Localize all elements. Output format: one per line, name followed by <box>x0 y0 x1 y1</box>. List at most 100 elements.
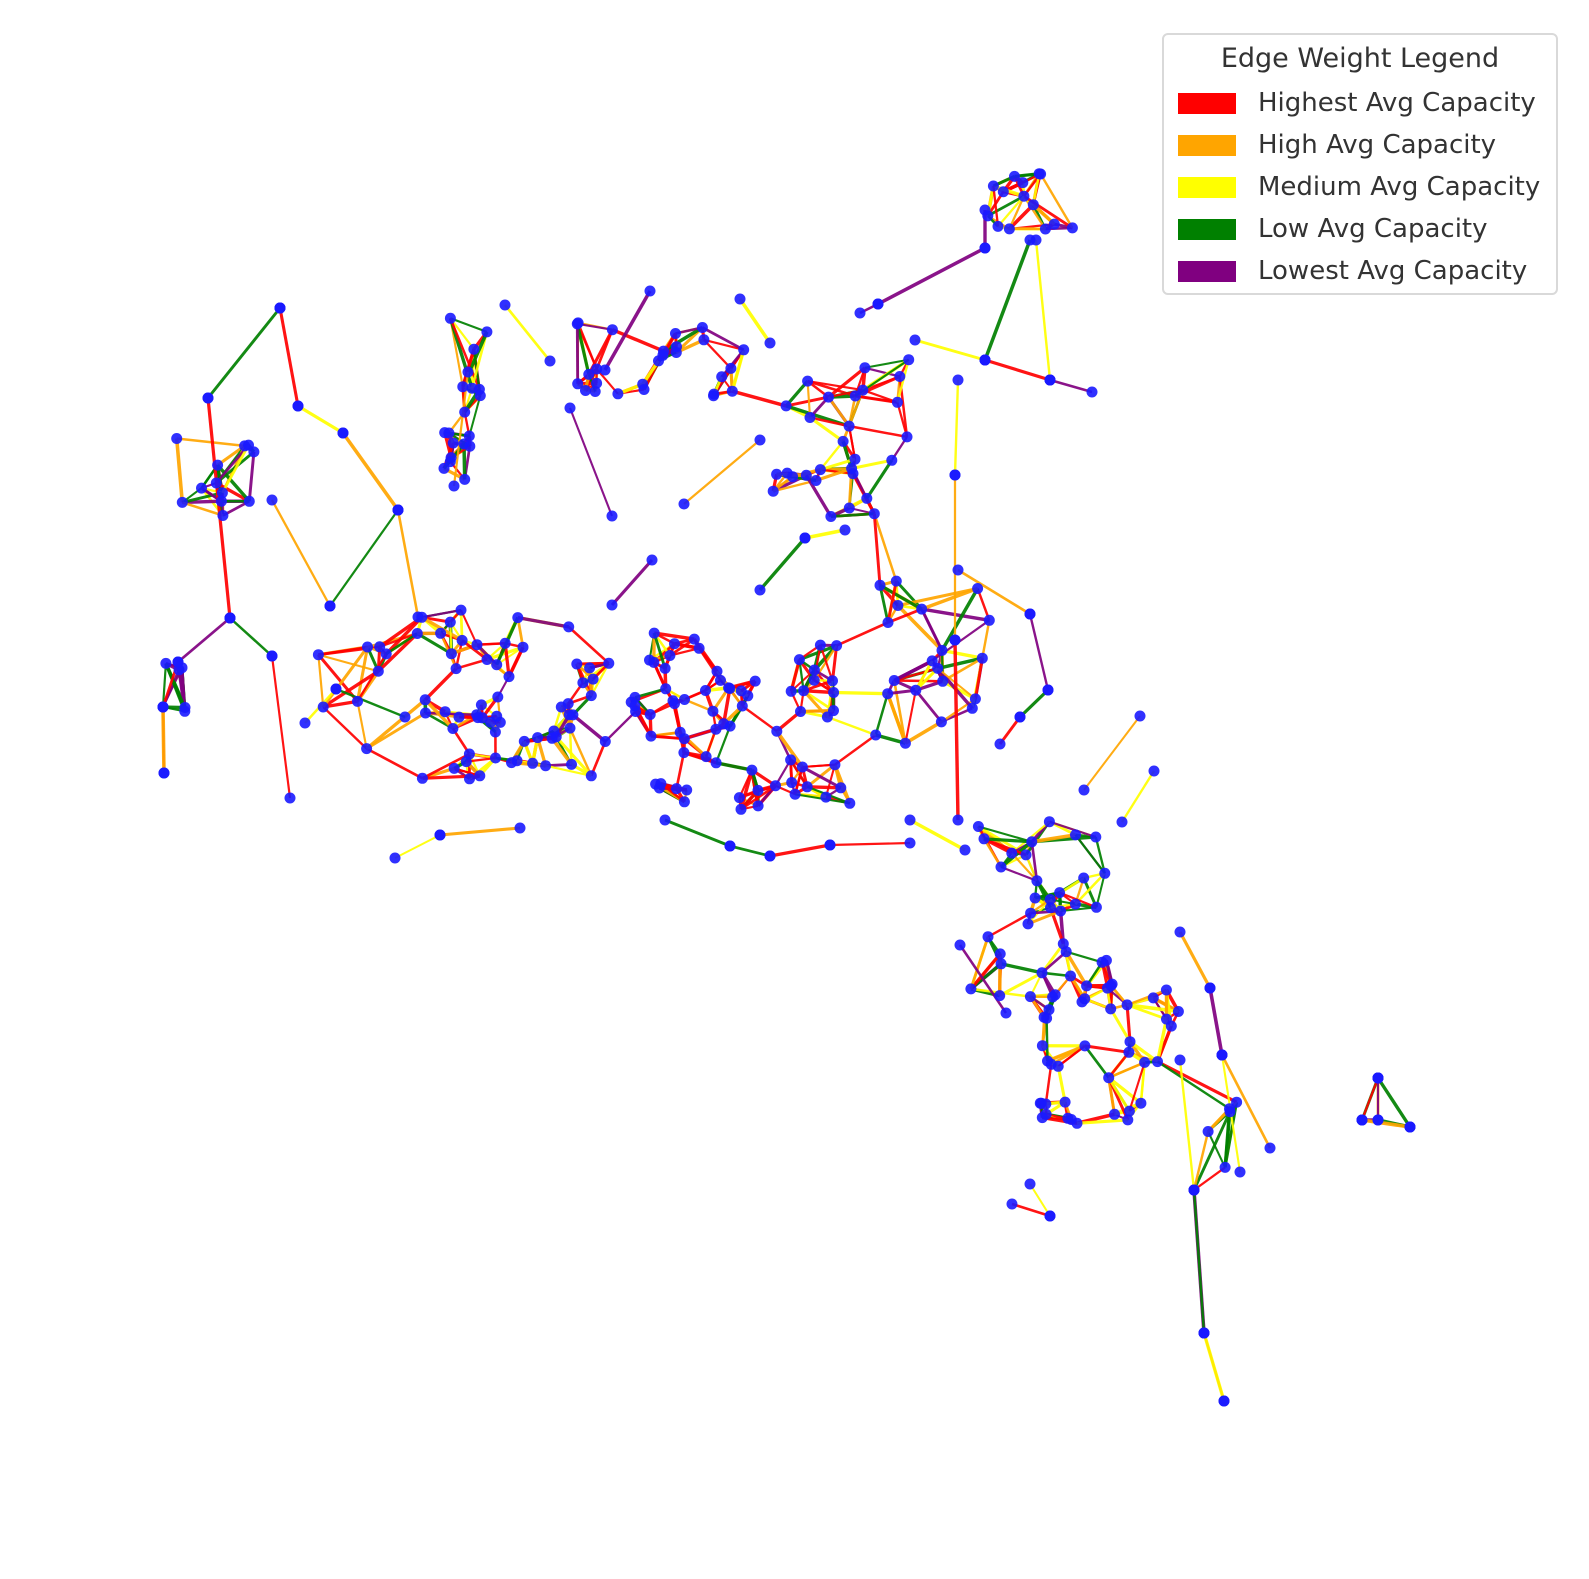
node-259 <box>1024 991 1036 1003</box>
legend-swatch-high <box>1178 134 1236 156</box>
node-28 <box>438 462 450 474</box>
node-446 <box>1188 1184 1200 1196</box>
edge-low-871 <box>940 587 980 652</box>
edge-highest-504 <box>503 643 511 677</box>
node-452 <box>1356 1114 1368 1126</box>
node-73 <box>787 471 799 483</box>
node-305 <box>1152 1056 1163 1068</box>
edge-high-1226 <box>957 568 1031 616</box>
node-185 <box>718 718 730 730</box>
edge-highest-1152 <box>1128 1062 1146 1112</box>
node-352 <box>274 302 286 314</box>
node-156 <box>512 612 524 624</box>
node-218 <box>735 803 747 815</box>
node-269 <box>995 958 1007 970</box>
node-232 <box>724 683 736 694</box>
edge-lowest-874 <box>893 659 934 683</box>
node-160 <box>416 772 428 784</box>
edge-low-90 <box>468 395 482 437</box>
legend-title: Edge Weight Legend <box>1220 43 1500 74</box>
edge-low-838 <box>937 656 983 671</box>
edge-highest-986 <box>969 952 1002 990</box>
node-7 <box>216 487 228 499</box>
node-302 <box>1124 1036 1136 1048</box>
node-108 <box>455 604 467 616</box>
node-42 <box>638 384 650 395</box>
node-231 <box>671 783 682 795</box>
edge-low-1206 <box>229 617 273 657</box>
node-97 <box>992 220 1004 232</box>
node-299 <box>1040 1108 1052 1120</box>
node-208 <box>711 665 723 677</box>
edge-highest-787 <box>741 705 778 733</box>
node-159 <box>587 673 599 685</box>
edge-highest-888 <box>973 657 984 700</box>
legend-label-low: Low Avg Capacity <box>1258 214 1488 244</box>
node-158 <box>492 691 504 703</box>
edge-low-1171 <box>1223 1108 1231 1168</box>
node-393 <box>979 204 991 216</box>
edge-high-272 <box>815 467 853 482</box>
node-150 <box>481 654 493 665</box>
node-233 <box>814 639 826 651</box>
edge-high-1250 <box>1361 1118 1411 1129</box>
edge-highest-114 <box>611 328 665 353</box>
node-151 <box>555 701 567 713</box>
node-332 <box>1231 1096 1243 1108</box>
node-88 <box>1017 177 1029 189</box>
edge-highest-862 <box>872 513 882 586</box>
node-92 <box>1009 170 1020 182</box>
node-3 <box>210 477 222 489</box>
edge-low-327 <box>987 194 1025 218</box>
node-399 <box>1086 386 1098 398</box>
node-442 <box>1216 1049 1228 1061</box>
node-441 <box>1264 1142 1276 1154</box>
edge-highest-1201 <box>206 397 232 619</box>
edge-medium-274 <box>896 359 910 403</box>
edge-highest-401 <box>590 740 607 777</box>
node-256 <box>1020 849 1032 861</box>
edge-lowest-403 <box>604 710 637 743</box>
edge-lowest-1223 <box>1049 378 1093 394</box>
node-191 <box>746 764 758 776</box>
node-251 <box>882 688 894 700</box>
legend-item-medium: Medium Avg Capacity <box>1178 166 1542 208</box>
edge-high-1209 <box>161 706 166 774</box>
edge-highest-1229 <box>998 716 1022 745</box>
node-284 <box>982 931 994 943</box>
node-215 <box>679 694 690 705</box>
node-448 <box>1198 1327 1210 1339</box>
node-229 <box>678 733 690 745</box>
legend-swatch-highest <box>1178 92 1236 114</box>
node-200 <box>798 685 810 697</box>
node-339 <box>160 657 172 669</box>
edge-low-1251 <box>1376 1077 1412 1128</box>
node-323 <box>1139 1056 1151 1068</box>
node-317 <box>1081 980 1093 992</box>
node-272 <box>1099 867 1111 879</box>
node-11 <box>243 439 254 451</box>
edge-high-564 <box>423 698 455 730</box>
edge-highest-249 <box>827 366 866 399</box>
node-371 <box>158 767 170 779</box>
edge-low-32 <box>216 463 251 503</box>
node-60 <box>868 508 880 520</box>
edge-low-278 <box>865 459 894 500</box>
node-8 <box>243 495 255 507</box>
edge-medium-1142 <box>1139 1062 1146 1104</box>
node-224 <box>648 627 660 639</box>
edge-low-879 <box>874 693 889 736</box>
edge-lowest-182 <box>701 326 745 352</box>
node-135 <box>456 634 468 646</box>
node-237 <box>936 644 948 656</box>
edge-highest-180 <box>703 338 744 351</box>
edge-high-477 <box>568 727 593 777</box>
edge-low-951 <box>1000 962 1043 975</box>
edge-highest-356 <box>379 632 418 648</box>
edge-low-1256 <box>729 844 771 858</box>
node-39 <box>591 377 603 389</box>
node-415 <box>1116 816 1128 828</box>
edge-highest-868 <box>904 689 917 744</box>
edge-highest-1153 <box>1057 1045 1086 1068</box>
